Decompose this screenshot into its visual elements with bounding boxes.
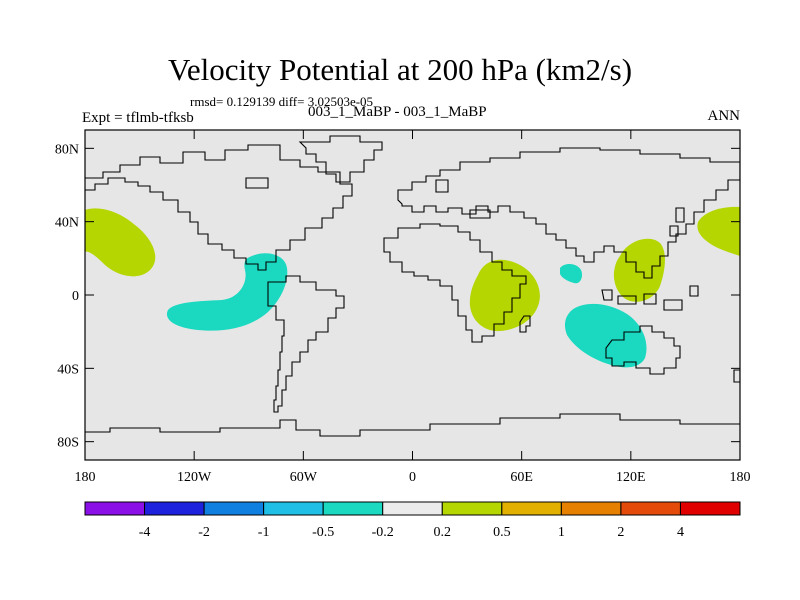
- colorbar-label: 1: [558, 525, 565, 540]
- case-label: 003_1_MaBP - 003_1_MaBP: [308, 104, 487, 120]
- coastline-africa: [383, 223, 527, 343]
- lat-tick-label: 40N: [55, 216, 79, 231]
- coastline-greenland: [298, 135, 383, 183]
- coastline-outlines: [85, 135, 740, 437]
- colorbar-label: 0.2: [434, 525, 452, 540]
- coastline-arctic-islands: [245, 177, 491, 219]
- colorbar-label: -4: [139, 525, 151, 540]
- colorbar-swatch: [84, 501, 146, 516]
- coastline-antarctica: [85, 413, 740, 437]
- colorbar-swatch: [620, 501, 681, 516]
- colorbar-label: 2: [617, 525, 624, 540]
- negative-anomaly-india: [560, 264, 583, 284]
- colorbar-swatch: [560, 501, 622, 516]
- rmsd-diff-label: rmsd= 0.129139 diff= 3.02503e-05: [190, 94, 374, 109]
- negative-anomaly-australia-indian-ocean: [564, 303, 647, 368]
- colorbar-swatch: [382, 501, 443, 516]
- experiment-label: Expt = tflmb-tfksb: [82, 110, 194, 126]
- colorbar: -4 -2 -1 -0.5 -0.2 0.2 0.5 1 2 4: [84, 501, 741, 540]
- longitude-ticks: 180 120W 60W 0 60E 120E 180: [75, 130, 751, 485]
- coastline-australia: [605, 325, 681, 375]
- colorbar-swatch: [144, 501, 205, 516]
- lat-tick-label: 40S: [57, 362, 79, 377]
- coastline-eurasia: [397, 147, 740, 279]
- colorbar-label: 4: [677, 525, 684, 540]
- positive-anomaly-maritime-continent: [613, 238, 665, 302]
- coastline-new-zealand: [733, 369, 740, 383]
- latitude-ticks: 80N 40N 0 40S 80S: [55, 142, 740, 451]
- coastline-madagascar: [519, 315, 531, 333]
- lon-tick-label: 180: [730, 470, 751, 485]
- lat-tick-label: 80N: [55, 142, 79, 157]
- colorbar-label: 0.5: [493, 525, 511, 540]
- coastline-japan: [669, 207, 685, 237]
- lon-tick-label: 60W: [290, 470, 318, 485]
- negative-anomaly-east-pacific: [166, 253, 288, 331]
- lat-tick-label: 80S: [57, 436, 79, 451]
- colorbar-label: -0.2: [372, 525, 394, 540]
- lon-tick-label: 60E: [510, 470, 533, 485]
- positive-anomaly-north-pacific-east: [697, 206, 740, 256]
- lat-tick-label: 0: [72, 289, 79, 304]
- positive-anomaly-africa: [469, 259, 540, 332]
- colorbar-swatch: [263, 501, 324, 516]
- lon-tick-label: 120W: [177, 470, 212, 485]
- colorbar-label: -1: [258, 525, 270, 540]
- lon-tick-label: 0: [409, 470, 416, 485]
- colorbar-swatch: [679, 501, 741, 516]
- positive-anomaly-north-pacific-west: [85, 208, 156, 277]
- coastline-north-america: [85, 144, 353, 271]
- colorbar-swatch: [441, 501, 503, 516]
- colorbar-label: -0.5: [312, 525, 334, 540]
- colorbar-swatch: [322, 501, 384, 516]
- colorbar-swatch: [501, 501, 562, 516]
- lon-tick-label: 180: [75, 470, 96, 485]
- season-label: ANN: [707, 108, 741, 124]
- colorbar-swatch: [203, 501, 265, 516]
- coastline-maritime-islands: [601, 285, 699, 311]
- coastline-south-america: [267, 275, 345, 413]
- colorbar-label: -2: [198, 525, 210, 540]
- plot-title: Velocity Potential at 200 hPa (km2/s): [167, 52, 633, 87]
- lon-tick-label: 120E: [616, 470, 646, 485]
